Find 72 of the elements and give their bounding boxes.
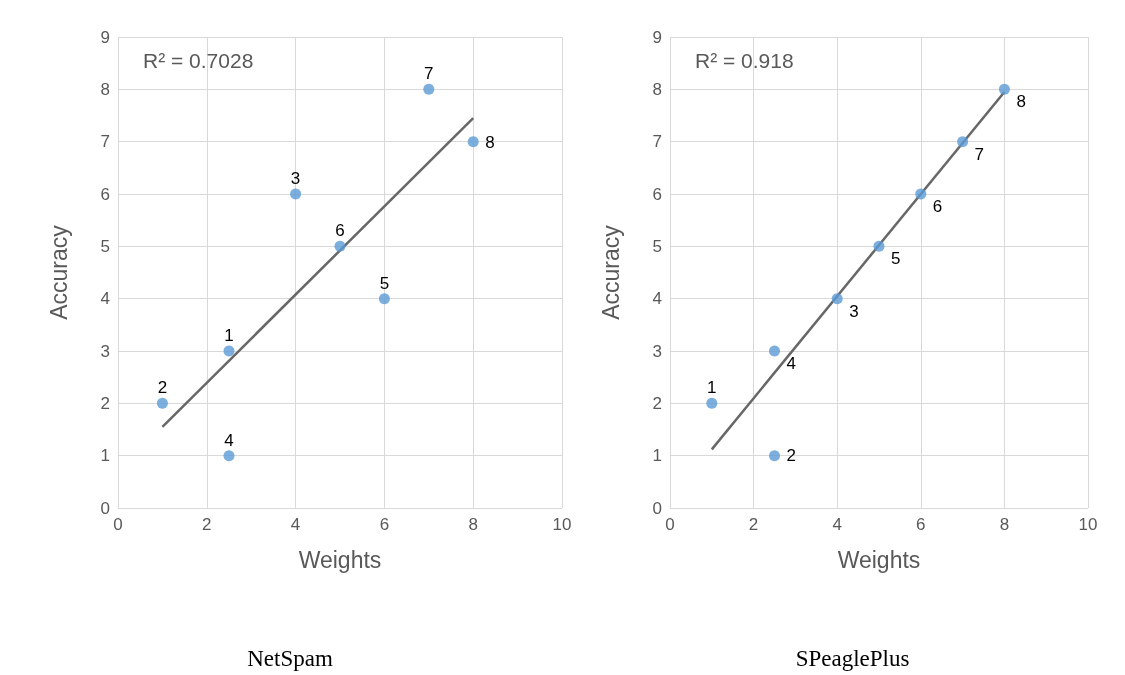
text: NetSpam (247, 646, 333, 671)
annotation: 1 (707, 378, 717, 398)
y-tick-label: 7 (652, 132, 662, 152)
y-tick-label: 3 (652, 341, 662, 361)
point (378, 293, 390, 305)
y-tick-label: 2 (652, 393, 662, 413)
annotation: 8 (1016, 92, 1026, 112)
annotation: R² = 0.918 (695, 49, 794, 72)
annotation: 2 (157, 378, 168, 398)
x-tick-label: 2 (202, 515, 212, 534)
y-tick-label: 0 (652, 498, 662, 518)
point (915, 188, 927, 200)
annotation: 4 (224, 430, 234, 450)
point (831, 293, 843, 305)
y-tick-label: 6 (652, 184, 662, 204)
annotation: 2 (786, 445, 796, 465)
y-tick-label: 2 (100, 393, 110, 413)
point (423, 83, 435, 95)
point (334, 240, 346, 252)
y-tick-label: 4 (100, 289, 110, 309)
x-tick-label: 6 (916, 515, 926, 534)
x-tick-label: 8 (468, 515, 478, 534)
x-tick-label: 0 (113, 515, 123, 534)
annotation: 1 (224, 326, 234, 345)
point (769, 450, 780, 462)
point (957, 136, 969, 148)
point (998, 83, 1010, 95)
x-tick-label: 2 (748, 515, 759, 534)
annotation: 6 (932, 197, 943, 216)
point (873, 240, 885, 252)
annotation: 5 (891, 249, 901, 269)
annotation: 7 (424, 64, 434, 84)
point (706, 397, 718, 409)
point (223, 345, 235, 357)
x-tick-label: 0 (665, 515, 675, 534)
y-tick-label: 0 (100, 498, 110, 518)
x-tick-label: 10 (552, 515, 572, 534)
y-tick-label: 6 (100, 184, 110, 204)
x-tick-label: 4 (832, 515, 842, 534)
x-axis-title: Weights (837, 546, 921, 573)
y-tick-label: 3 (100, 341, 110, 361)
y-tick-label: 1 (100, 446, 110, 466)
point (223, 450, 235, 462)
annotation: 3 (849, 301, 859, 321)
x-tick-label: 8 (999, 515, 1010, 534)
point (290, 188, 302, 200)
y-tick-label: 8 (652, 79, 662, 99)
text: SPeaglePlus (795, 646, 910, 671)
y-tick-label: 5 (100, 236, 110, 256)
x-tick-label: 10 (1078, 515, 1098, 534)
y-tick-label: 8 (100, 79, 110, 99)
point (156, 397, 168, 409)
y-tick-label: 4 (652, 289, 662, 309)
y-tick-label: 5 (652, 236, 662, 256)
annotation: R² = 0.7028 (143, 49, 254, 72)
x-axis-title: Weights (298, 546, 382, 573)
annotation: 3 (290, 169, 301, 188)
annotation: 5 (379, 273, 390, 293)
y-tick-label: 1 (652, 446, 662, 466)
y-axis-title: Accuracy (45, 224, 72, 320)
annotation: 4 (786, 354, 796, 373)
point (467, 136, 479, 148)
y-tick-label: 9 (652, 27, 662, 47)
annotation: 8 (485, 132, 495, 152)
annotation: 6 (335, 221, 345, 241)
point (769, 345, 780, 357)
y-tick-label: 7 (100, 132, 110, 152)
annotation: 7 (974, 144, 985, 164)
y-axis-title: Accuracy (597, 224, 624, 320)
x-tick-label: 6 (379, 515, 390, 534)
y-tick-label: 9 (100, 27, 110, 47)
x-tick-label: 4 (290, 515, 301, 534)
